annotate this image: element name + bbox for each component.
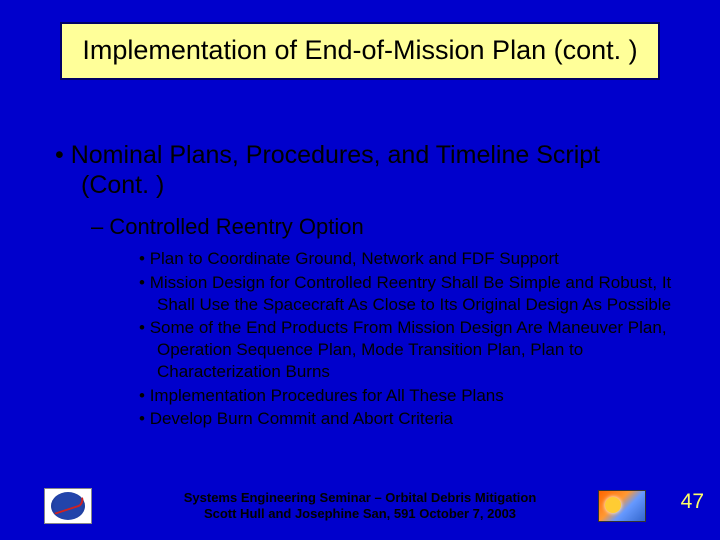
bullet-level1: Nominal Plans, Procedures, and Timeline … (55, 140, 675, 200)
bullet-level3: Plan to Coordinate Ground, Network and F… (139, 248, 675, 270)
footer: Systems Engineering Seminar – Orbital De… (0, 482, 720, 526)
page-number: 47 (681, 490, 704, 514)
bullet-level3: Implementation Procedures for All These … (139, 385, 675, 407)
footer-line2: Scott Hull and Josephine San, 591 Octobe… (204, 506, 516, 521)
bullet-level3: Develop Burn Commit and Abort Criteria (139, 408, 675, 430)
bullet-level2: Controlled Reentry Option (91, 214, 675, 240)
bullet-level3: Some of the End Products From Mission De… (139, 317, 675, 382)
title-box: Implementation of End-of-Mission Plan (c… (60, 22, 660, 80)
mission-logo (598, 490, 646, 522)
bullet-level3: Mission Design for Controlled Reentry Sh… (139, 272, 675, 316)
slide-title: Implementation of End-of-Mission Plan (c… (74, 34, 646, 68)
content-area: Nominal Plans, Procedures, and Timeline … (55, 140, 675, 432)
footer-line1: Systems Engineering Seminar – Orbital De… (184, 490, 537, 505)
